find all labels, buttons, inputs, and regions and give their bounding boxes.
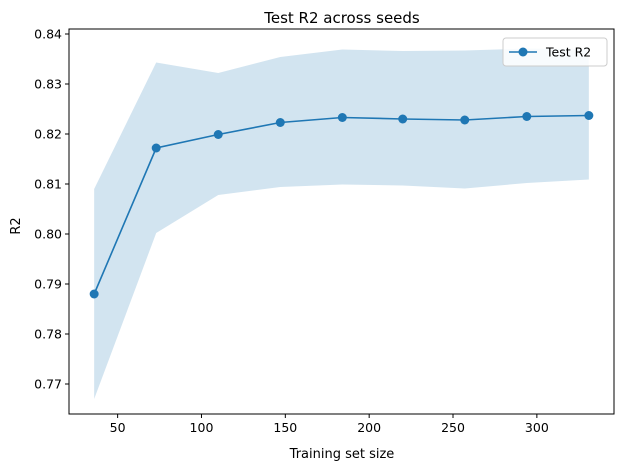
data-point	[151, 143, 161, 153]
x-axis: 50 100 150 200 250 300	[110, 414, 549, 435]
data-point	[522, 112, 532, 121]
y-axis-label: R2	[9, 217, 24, 234]
y-tick-label: 0.82	[34, 127, 62, 142]
x-tick-label: 250	[441, 420, 465, 435]
data-point	[213, 130, 223, 139]
legend-label: Test R2	[545, 45, 591, 60]
y-tick-label: 0.84	[34, 27, 62, 42]
chart-title: Test R2 across seeds	[263, 9, 420, 27]
y-tick-label: 0.77	[34, 377, 62, 392]
x-tick-label: 150	[273, 420, 297, 435]
x-tick-label: 50	[110, 420, 126, 435]
x-tick-label: 100	[190, 420, 214, 435]
plot-area	[89, 48, 594, 399]
data-point	[398, 114, 408, 124]
y-tick-label: 0.81	[34, 177, 62, 192]
data-point	[337, 113, 347, 122]
x-tick-label: 300	[525, 420, 549, 435]
legend: Test R2	[502, 37, 608, 67]
x-axis-label: Training set size	[289, 447, 395, 462]
data-point	[89, 289, 99, 299]
data-point	[275, 118, 285, 127]
plot-frame	[68, 28, 615, 415]
legend-marker	[518, 47, 528, 57]
y-tick-label: 0.80	[34, 227, 62, 242]
y-tick-label: 0.78	[34, 327, 62, 342]
data-point	[584, 111, 594, 120]
confidence-band	[94, 48, 589, 399]
x-tick-label: 200	[357, 420, 381, 435]
legend-box	[502, 37, 608, 67]
y-tick-label: 0.79	[34, 277, 62, 292]
y-axis: 0.77 0.78 0.79 0.80 0.81 0.82 0.83 0.84	[34, 27, 69, 392]
y-tick-label: 0.83	[34, 77, 62, 92]
data-point	[460, 115, 470, 125]
